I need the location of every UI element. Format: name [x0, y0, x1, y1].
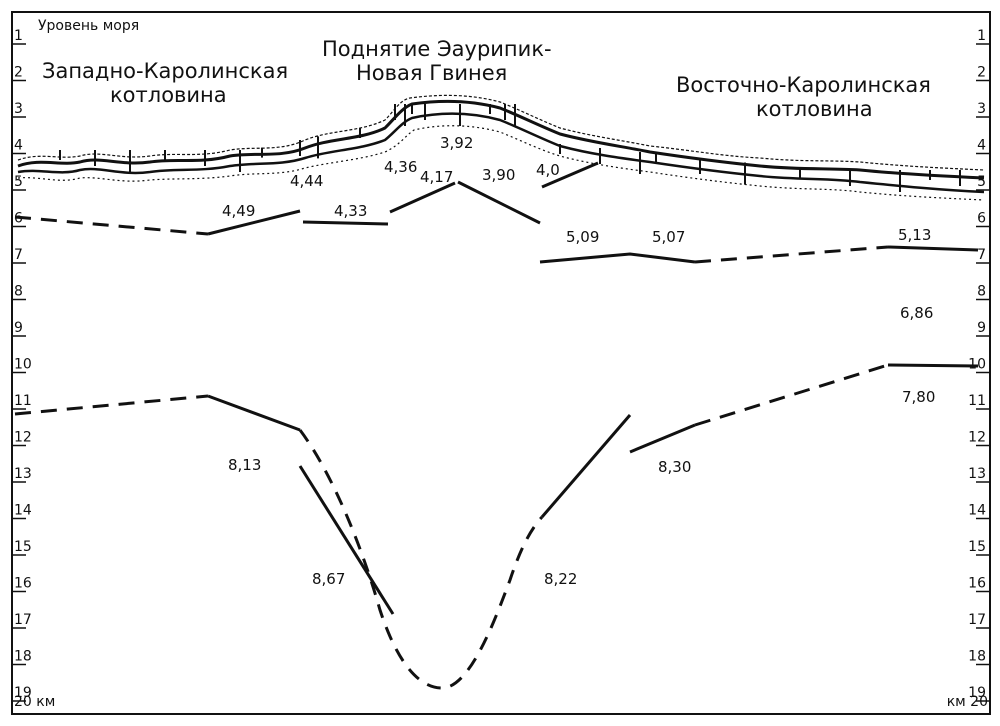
left-depth-tick-label: 7 [14, 247, 23, 263]
left-depth-tick-label: 15 [14, 539, 32, 555]
left-depth-tick-label: 3 [14, 101, 23, 117]
right-depth-tick-label: 2 [977, 65, 986, 81]
right-depth-tick-label: 16 [968, 576, 986, 592]
velocity-label: 8,13 [228, 456, 261, 474]
velocity-label: 8,22 [544, 570, 577, 588]
left-bottom-km-label: 20 км [14, 694, 55, 710]
right-depth-tick-label: 5 [977, 174, 986, 190]
left-depth-tick-label: 12 [14, 430, 32, 446]
velocity-label: 6,86 [900, 304, 933, 322]
left-depth-tick-label: 4 [14, 138, 23, 154]
west-basin-title-line1: Западно-Каролинская [42, 59, 288, 83]
velocity-label: 4,49 [222, 202, 255, 220]
west-basin-title-line2: котловина [110, 83, 227, 107]
east-basin-title-line1: Восточно-Каролинская [676, 73, 931, 97]
velocity-label: 5,07 [652, 228, 685, 246]
left-depth-tick-label: 11 [14, 393, 32, 409]
right-depth-tick-label: 8 [977, 284, 986, 300]
right-depth-tick-label: 9 [977, 320, 986, 336]
east-basin-title-line2: котловина [756, 97, 873, 121]
velocity-label: 5,13 [898, 226, 931, 244]
velocity-label: 7,80 [902, 388, 935, 406]
velocity-label: 3,92 [440, 134, 473, 152]
velocity-label: 4,36 [384, 158, 417, 176]
left-depth-tick-label: 18 [14, 649, 32, 665]
right-depth-tick-label: 7 [977, 247, 986, 263]
right-depth-tick-label: 14 [968, 503, 986, 519]
right-depth-tick-label: 17 [968, 612, 986, 628]
left-depth-tick-label: 19 [14, 685, 32, 701]
right-bottom-km-label: км 20 [947, 694, 988, 710]
rise-title-line2: Новая Гвинея [356, 61, 507, 85]
velocity-label: 4,0 [536, 161, 560, 179]
left-depth-tick-label: 10 [14, 357, 32, 373]
right-depth-tick-label: 6 [977, 211, 986, 227]
velocity-label: 8,67 [312, 570, 345, 588]
velocity-label: 4,44 [290, 172, 323, 190]
right-depth-tick-label: 18 [968, 649, 986, 665]
velocity-label: 8,30 [658, 458, 691, 476]
seafloor-reflector-band [17, 94, 985, 201]
right-depth-tick-label: 19 [968, 685, 986, 701]
sea-level-label: Уровень моря [38, 18, 139, 34]
velocity-label: 5,09 [566, 228, 599, 246]
right-depth-tick-label: 12 [968, 430, 986, 446]
sediment-streaks [59, 104, 961, 192]
right-depth-tick-label: 13 [968, 466, 986, 482]
left-depth-tick-label: 1 [14, 28, 23, 44]
left-depth-tick-label: 8 [14, 284, 23, 300]
right-depth-tick-label: 4 [977, 138, 986, 154]
left-depth-tick-label: 5 [14, 174, 23, 190]
right-depth-tick-label: 15 [968, 539, 986, 555]
velocity-label: 3,90 [482, 166, 515, 184]
velocity-label: 4,17 [420, 168, 453, 186]
left-depth-tick-label: 14 [14, 503, 32, 519]
left-depth-tick-label: 2 [14, 65, 23, 81]
velocity-label: 4,33 [334, 202, 367, 220]
right-depth-tick-label: 11 [968, 393, 986, 409]
right-depth-tick-label: 3 [977, 101, 986, 117]
crustal-boundaries [14, 161, 979, 690]
left-depth-tick-label: 17 [14, 612, 32, 628]
rise-title-line1: Поднятие Эаурипик- [322, 37, 552, 61]
left-depth-tick-label: 9 [14, 320, 23, 336]
left-depth-tick-label: 16 [14, 576, 32, 592]
left-depth-tick-label: 13 [14, 466, 32, 482]
right-depth-tick-label: 1 [977, 28, 986, 44]
velocity-labels: 4,49 4,44 4,36 4,17 3,92 3,90 4,0 4,33 5… [222, 134, 935, 588]
